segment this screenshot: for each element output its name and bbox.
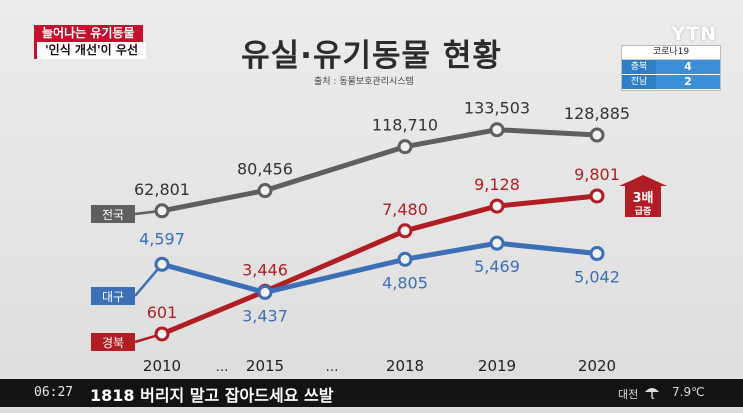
weather-temperature: 7.9℃ <box>672 385 705 399</box>
chart-source: 출처 : 동물보호관리시스템 <box>314 77 414 87</box>
series-line <box>161 127 598 214</box>
covid-region-name: 전남 <box>622 75 656 89</box>
line-chart: 2010 … 2015 … 2018 2019 2020 전국 62,801 80,456 118,… <box>91 99 667 375</box>
x-tick-label: 2019 <box>478 357 516 375</box>
x-tick-label: 2020 <box>578 357 616 375</box>
data-label: 5,469 <box>474 257 520 276</box>
series-line <box>161 240 598 295</box>
broadcaster-logo: YTN <box>671 23 717 45</box>
data-label: 3,446 <box>242 260 288 279</box>
data-label: 3,437 <box>242 306 288 325</box>
covid-region-count: 4 <box>656 60 720 74</box>
annotation-sublabel: 급증 <box>635 206 652 217</box>
data-label: 128,885 <box>564 104 630 123</box>
data-label: 118,710 <box>372 116 438 135</box>
x-tick-label: 2018 <box>386 357 424 375</box>
x-tick-ellipsis: … <box>216 360 229 375</box>
covid-region-name: 충북 <box>622 60 656 74</box>
topic-banner: 늘어나는 유기동물 <box>34 25 143 42</box>
weather-city: 대전 <box>618 388 639 401</box>
covid-region-count: 2 <box>656 75 720 89</box>
data-label: 62,801 <box>134 180 190 199</box>
data-point <box>397 223 413 239</box>
series-tag <box>91 333 135 351</box>
ticker-clock: 06:27 <box>34 385 74 400</box>
chart-title: 유실·유기동물 현황 <box>241 38 502 74</box>
data-label: 9,801 <box>574 165 620 184</box>
series-tag-label: 대구 <box>102 290 124 304</box>
x-tick-label: 2010 <box>143 357 181 375</box>
ticker-text: 1818 버리지 말고 잡아드세요 쓰발 <box>90 386 334 405</box>
data-point <box>257 284 273 300</box>
ticker-bar: 06:27 1818 버리지 말고 잡아드세요 쓰발 대전 7.9℃ <box>0 379 743 407</box>
data-point <box>154 203 170 219</box>
covid-row: 충북 4 <box>622 60 720 75</box>
data-point <box>154 256 170 272</box>
data-point <box>589 188 605 204</box>
data-label: 7,480 <box>382 200 428 219</box>
data-label: 133,503 <box>464 99 530 118</box>
data-point <box>489 198 505 214</box>
series-tag <box>91 287 135 305</box>
covid-box: 코로나19 충북 4 전남 2 <box>621 45 721 91</box>
x-tick-label: 2015 <box>246 357 284 375</box>
series-tag <box>91 205 135 223</box>
data-label: 4,597 <box>139 229 185 248</box>
umbrella-icon <box>645 388 659 400</box>
data-point <box>589 127 605 143</box>
data-label: 5,042 <box>574 268 620 287</box>
data-point <box>489 122 505 138</box>
data-point <box>257 183 273 199</box>
data-point <box>397 251 413 267</box>
arrow-up-icon <box>619 175 667 217</box>
annotation-label: 3배 <box>632 190 653 206</box>
covid-row: 전남 2 <box>622 75 720 90</box>
data-label: 601 <box>147 303 178 322</box>
series-tag-label: 경북 <box>102 336 124 350</box>
data-label: 80,456 <box>237 160 293 179</box>
data-point <box>589 246 605 262</box>
series-tag-label: 전국 <box>102 208 124 222</box>
data-point <box>154 326 170 342</box>
covid-title: 코로나19 <box>622 46 720 60</box>
data-label: 4,805 <box>382 273 428 292</box>
data-point <box>397 139 413 155</box>
data-label: 9,128 <box>474 175 520 194</box>
subtopic-banner: '인식 개선'이 우선 <box>34 42 146 59</box>
data-point <box>489 235 505 251</box>
broadcaster-widget: YTN 코로나19 충북 4 전남 2 <box>621 25 721 91</box>
x-tick-ellipsis: … <box>326 360 339 375</box>
